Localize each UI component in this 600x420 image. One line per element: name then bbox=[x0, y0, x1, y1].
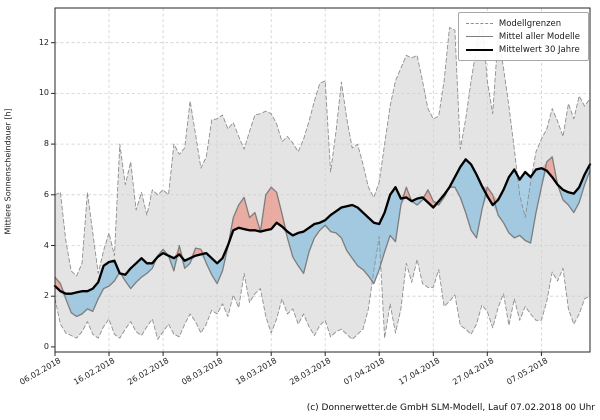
legend-line-sample-solid bbox=[465, 48, 493, 51]
y-tick-label: 10 bbox=[38, 88, 49, 98]
y-axis-title: Mittlere Sonnenscheindauer [h] bbox=[3, 108, 13, 235]
legend-line-sample-solid bbox=[465, 36, 493, 37]
y-tick-label: 4 bbox=[43, 240, 49, 250]
legend: Modellgrenzen Mittel aller Modelle Mittelw… bbox=[457, 12, 589, 61]
below-normal-fill bbox=[55, 159, 590, 317]
model-lower-bound-line bbox=[54, 236, 591, 340]
legend-label: Mittelwert 30 Jahre bbox=[498, 44, 580, 55]
model-mean-line bbox=[54, 156, 591, 318]
y-tick-label: 2 bbox=[43, 291, 49, 301]
legend-item: Modellgrenzen bbox=[465, 17, 580, 30]
legend-item: Mittelwert 30 Jahre bbox=[465, 43, 580, 56]
copyright-footer: (c) Donnerwetter.de GmbH SLM-Modell, Lau… bbox=[306, 403, 595, 413]
mean-30yr-line bbox=[53, 158, 592, 295]
y-tick-label: 12 bbox=[38, 37, 49, 47]
y-tick-label: 0 bbox=[43, 341, 49, 351]
legend-line-sample-dashed bbox=[465, 23, 493, 24]
legend-label: Modellgrenzen bbox=[498, 18, 562, 29]
legend-item: Mittel aller Modelle bbox=[465, 30, 580, 43]
y-tick-label: 8 bbox=[43, 139, 49, 149]
axis-ticks bbox=[51, 42, 542, 356]
y-tick-label: 6 bbox=[43, 189, 49, 199]
plot-frame bbox=[54, 7, 591, 353]
legend-label: Mittel aller Modelle bbox=[498, 31, 580, 42]
